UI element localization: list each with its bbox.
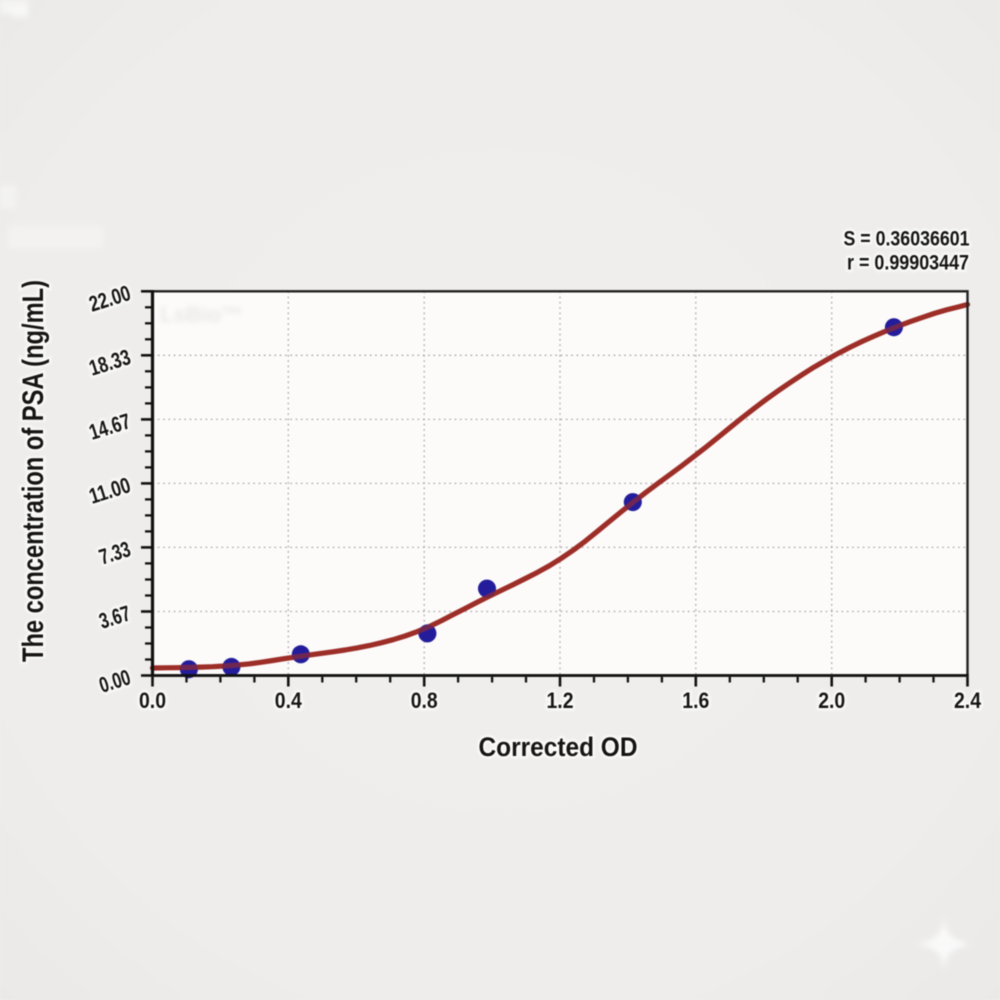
svg-text:1.2: 1.2 <box>547 688 574 713</box>
svg-text:r = 0.99903447: r = 0.99903447 <box>847 252 969 275</box>
svg-text:2.4: 2.4 <box>954 688 982 713</box>
svg-text:S = 0.36036601: S = 0.36036601 <box>844 228 970 251</box>
svg-text:2.0: 2.0 <box>818 688 845 713</box>
svg-text:2.0: 2.0 <box>818 688 845 713</box>
svg-text:The concentration of PSA (ng/m: The concentration of PSA (ng/mL) <box>17 280 50 662</box>
svg-text:0.4: 0.4 <box>275 688 303 713</box>
svg-text:0.0: 0.0 <box>139 688 166 713</box>
svg-text:0.8: 0.8 <box>411 688 438 713</box>
svg-text:S = 0.36036601: S = 0.36036601 <box>844 228 970 251</box>
svg-text:0.4: 0.4 <box>275 688 303 713</box>
svg-text:r = 0.99903447: r = 0.99903447 <box>847 252 969 275</box>
svg-text:Corrected OD: Corrected OD <box>479 732 638 762</box>
svg-text:LsBio™: LsBio™ <box>160 302 243 327</box>
svg-text:1.6: 1.6 <box>682 688 709 713</box>
svg-text:Corrected OD: Corrected OD <box>479 732 638 762</box>
svg-text:0.0: 0.0 <box>139 688 166 713</box>
svg-text:1.6: 1.6 <box>682 688 709 713</box>
svg-text:The concentration of PSA (ng/m: The concentration of PSA (ng/mL) <box>17 280 50 662</box>
svg-text:1.2: 1.2 <box>547 688 574 713</box>
svg-text:0.8: 0.8 <box>411 688 438 713</box>
svg-text:2.4: 2.4 <box>954 688 982 713</box>
